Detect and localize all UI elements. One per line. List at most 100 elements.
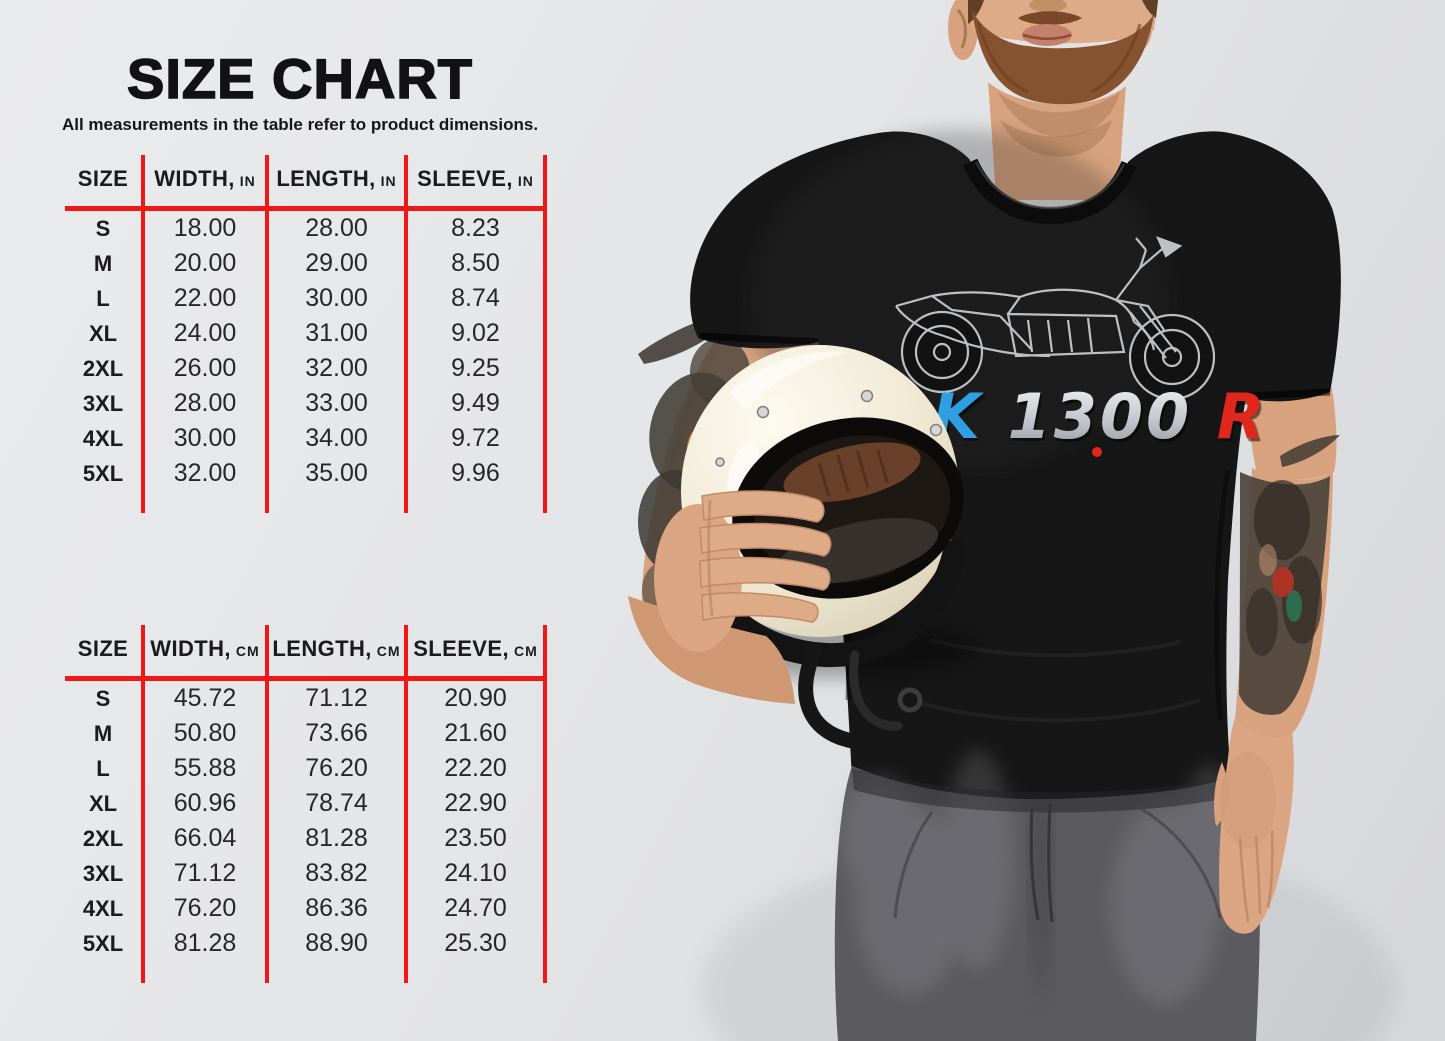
value-cell: 8.23 — [406, 208, 547, 246]
size-cell: M — [65, 246, 145, 281]
value-cell: 26.00 — [143, 351, 269, 386]
value-cell: 31.00 — [267, 316, 408, 351]
size-cell: 5XL — [65, 926, 145, 983]
value-cell: 24.70 — [406, 891, 547, 926]
value-cell: 22.90 — [406, 786, 547, 821]
value-cell: 34.00 — [267, 421, 408, 456]
value-cell: 78.74 — [267, 786, 408, 821]
size-cell: 3XL — [65, 856, 145, 891]
value-cell: 22.20 — [406, 751, 547, 786]
value-cell: 24.00 — [143, 316, 269, 351]
value-cell: 9.49 — [406, 386, 547, 421]
size-cell: 2XL — [65, 351, 145, 386]
page-title: SIZE CHART — [126, 46, 473, 111]
value-cell: 9.25 — [406, 351, 547, 386]
value-cell: 71.12 — [143, 856, 269, 891]
motorcycle-graphic-icon — [895, 236, 1216, 401]
value-cell: 83.82 — [267, 856, 408, 891]
value-cell: 50.80 — [143, 716, 269, 751]
logo-1300: 1300 — [1008, 380, 1193, 453]
size-row: XL 60.96 78.74 22.90 — [65, 786, 547, 821]
size-cell: XL — [65, 316, 145, 351]
size-cell: S — [65, 678, 145, 716]
value-cell: 9.72 — [406, 421, 547, 456]
value-cell: 32.00 — [267, 351, 408, 386]
value-cell: 29.00 — [267, 246, 408, 281]
size-cell: 2XL — [65, 821, 145, 856]
value-cell: 76.20 — [267, 751, 408, 786]
size-row: XL 24.00 31.00 9.02 — [65, 316, 547, 351]
value-cell: 30.00 — [143, 421, 269, 456]
size-cell: 4XL — [65, 421, 145, 456]
left-forearm-hand — [1214, 435, 1340, 934]
column-header: SLEEVE, IN — [406, 155, 547, 211]
jeans — [834, 750, 1260, 1041]
value-cell: 55.88 — [143, 751, 269, 786]
size-row: S 45.72 71.12 20.90 — [65, 678, 547, 716]
page-subtitle: All measurements in the table refer to p… — [61, 115, 539, 134]
value-cell: 86.36 — [267, 891, 408, 926]
helmet-strap — [798, 642, 923, 750]
value-cell: 45.72 — [143, 678, 269, 716]
size-cell: L — [65, 751, 145, 786]
value-cell: 18.00 — [143, 208, 269, 246]
value-cell: 32.00 — [143, 456, 269, 513]
column-header: SLEEVE, CM — [406, 625, 547, 681]
size-cell: XL — [65, 786, 145, 821]
left-arm-tattoo — [1239, 472, 1330, 715]
size-cell: 3XL — [65, 386, 145, 421]
value-cell: 28.00 — [267, 208, 408, 246]
size-row: 5XL 32.00 35.00 9.96 — [65, 456, 547, 513]
size-row: 2XL 66.04 81.28 23.50 — [65, 821, 547, 856]
left-hand — [1219, 718, 1294, 934]
value-cell: 73.66 — [267, 716, 408, 751]
size-row: S 18.00 28.00 8.23 — [65, 208, 547, 246]
column-header: SIZE — [65, 155, 145, 211]
value-cell: 71.12 — [267, 678, 408, 716]
shirt-logo-text: K 1300 R — [932, 380, 1268, 453]
mouth — [1022, 24, 1072, 46]
value-cell: 9.02 — [406, 316, 547, 351]
model-illustration: K 1300 R — [628, 0, 1400, 1041]
value-cell: 9.96 — [406, 456, 547, 513]
column-header: LENGTH, CM — [267, 625, 408, 681]
column-header: SIZE — [65, 625, 145, 681]
size-cell: 5XL — [65, 456, 145, 513]
value-cell: 23.50 — [406, 821, 547, 856]
right-fingers — [699, 490, 832, 623]
value-cell: 8.74 — [406, 281, 547, 316]
size-row: L 22.00 30.00 8.74 — [65, 281, 547, 316]
value-cell: 22.00 — [143, 281, 269, 316]
value-cell: 81.28 — [143, 926, 269, 983]
size-cell: L — [65, 281, 145, 316]
size-row: 4XL 76.20 86.36 24.70 — [65, 891, 547, 926]
size-row: 4XL 30.00 34.00 9.72 — [65, 421, 547, 456]
size-row: 3XL 28.00 33.00 9.49 — [65, 386, 547, 421]
value-cell: 60.96 — [143, 786, 269, 821]
value-cell: 30.00 — [267, 281, 408, 316]
value-cell: 76.20 — [143, 891, 269, 926]
value-cell: 35.00 — [267, 456, 408, 513]
helmet-rivets — [715, 389, 943, 467]
size-table-inches: SIZE WIDTH, IN LENGTH, IN SLEEVE, IN S 18.00 28.0… — [65, 155, 547, 513]
size-cell: S — [65, 208, 145, 246]
value-cell: 8.50 — [406, 246, 547, 281]
value-cell: 88.90 — [267, 926, 408, 983]
header-row: SIZE WIDTH, CM LENGTH, CM SLEEVE, CM — [65, 625, 547, 681]
size-row: M 50.80 73.66 21.60 — [65, 716, 547, 751]
size-row: M 20.00 29.00 8.50 — [65, 246, 547, 281]
value-cell: 25.30 — [406, 926, 547, 983]
size-row: 2XL 26.00 32.00 9.25 — [65, 351, 547, 386]
value-cell: 28.00 — [143, 386, 269, 421]
size-table-centimeters: SIZE WIDTH, CM LENGTH, CM SLEEVE, CM S 45.72 71.1… — [65, 625, 547, 983]
size-chart-panel: SIZE CHART All measurements in the table… — [0, 0, 600, 1041]
size-row: 3XL 71.12 83.82 24.10 — [65, 856, 547, 891]
helmet-visor — [732, 417, 964, 599]
product-photo: K 1300 R — [580, 0, 1445, 1041]
column-header: WIDTH, IN — [143, 155, 269, 211]
column-header: LENGTH, IN — [267, 155, 408, 211]
value-cell: 20.90 — [406, 678, 547, 716]
jeans-fly-seam — [1029, 803, 1054, 923]
value-cell: 33.00 — [267, 386, 408, 421]
collar — [962, 158, 1137, 225]
